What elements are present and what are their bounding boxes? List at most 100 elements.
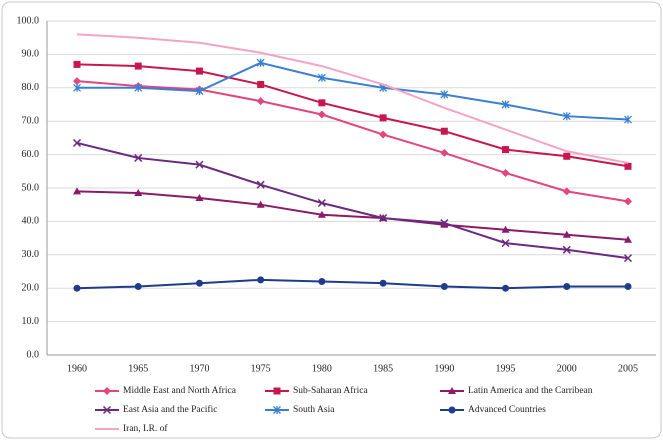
legend-marker: [273, 406, 281, 414]
y-tick-label: 10.0: [22, 316, 40, 327]
marker: [440, 90, 449, 99]
marker: [73, 83, 81, 92]
legend-label: Middle East and North Africa: [123, 385, 237, 396]
legend-item: East Asia and the Pacific: [95, 404, 217, 415]
marker: [562, 245, 571, 254]
marker: [501, 225, 510, 233]
marker: [195, 194, 204, 202]
marker: [563, 152, 571, 160]
marker: [256, 180, 265, 189]
marker: [317, 110, 326, 119]
marker: [562, 112, 571, 121]
y-tick-label: 70.0: [22, 115, 40, 126]
x-tick-label: 1990: [434, 363, 454, 374]
marker: [317, 73, 326, 82]
marker: [256, 97, 265, 106]
marker: [502, 284, 510, 292]
legend-label: Iran, I.R. of: [123, 423, 168, 434]
y-tick-label: 20.0: [22, 282, 40, 293]
marker: [379, 279, 387, 287]
marker: [624, 283, 632, 291]
marker: [134, 83, 143, 92]
y-tick-label: 30.0: [22, 249, 40, 260]
marker: [501, 239, 510, 248]
marker: [134, 189, 143, 197]
marker: [134, 62, 142, 70]
marker: [379, 214, 388, 223]
x-tick-label: 1985: [373, 363, 393, 374]
marker: [134, 153, 143, 162]
series-line: [76, 190, 629, 241]
y-tick-label: 50.0: [22, 182, 40, 193]
marker: [318, 99, 326, 107]
marker: [440, 283, 448, 291]
marker: [73, 187, 81, 195]
series-line: [76, 278, 628, 290]
y-tick-label: 90.0: [22, 49, 40, 60]
marker: [501, 100, 510, 109]
series-line: [76, 141, 629, 260]
marker: [502, 146, 510, 154]
x-tick-label: 1995: [496, 363, 516, 374]
marker: [440, 148, 449, 157]
x-tick-label: 1965: [128, 363, 148, 374]
y-tick-label: 100.0: [17, 15, 40, 26]
marker: [440, 127, 448, 135]
x-tick-label: 1960: [67, 363, 87, 374]
legend-marker: [448, 406, 456, 414]
legend-marker: [102, 405, 112, 415]
marker: [501, 168, 510, 177]
marker: [562, 187, 571, 196]
legend-item: Latin America and the Carribean: [440, 386, 593, 396]
marker: [257, 276, 265, 284]
marker: [73, 284, 81, 292]
series-line: [76, 33, 629, 164]
legend-label: East Asia and the Pacific: [123, 404, 217, 415]
marker: [563, 283, 571, 291]
marker: [73, 60, 81, 68]
marker: [624, 162, 632, 170]
series-line: [76, 80, 629, 203]
legend-item: Advanced Countries: [440, 405, 546, 415]
y-tick-label: 0.0: [27, 349, 40, 360]
series-line: [77, 61, 629, 121]
marker: [257, 80, 265, 88]
y-tick-label: 60.0: [22, 149, 40, 160]
x-tick-label: 1980: [312, 363, 332, 374]
legend-marker: [273, 387, 281, 395]
marker: [317, 198, 326, 208]
legend-item: Middle East and North Africa: [95, 385, 237, 396]
marker: [379, 130, 388, 139]
series-line: [76, 63, 629, 168]
marker: [624, 235, 632, 243]
marker: [317, 210, 326, 218]
marker: [195, 67, 203, 75]
x-tick-label: 1970: [189, 363, 209, 374]
legend-item: South Asia: [265, 405, 335, 415]
marker: [318, 278, 326, 286]
x-tick-label: 1975: [251, 363, 271, 374]
legend-marker: [103, 387, 111, 395]
legend-marker: [448, 387, 456, 394]
marker: [72, 138, 82, 147]
x-tick-label: 2005: [618, 363, 638, 374]
marker: [73, 77, 81, 86]
marker: [379, 114, 387, 122]
x-tick-label: 2000: [557, 363, 577, 374]
marker: [623, 254, 633, 263]
legend-item: Sub-Saharan Africa: [265, 385, 368, 396]
legend-item: Iran, I.R. of: [95, 423, 168, 434]
marker: [256, 58, 265, 67]
marker: [256, 200, 265, 208]
legend-label: Advanced Countries: [468, 405, 546, 415]
marker: [195, 160, 204, 169]
marker: [134, 283, 142, 291]
legend-label: Latin America and the Carribean: [468, 386, 593, 396]
marker: [440, 219, 449, 228]
y-tick-label: 80.0: [22, 82, 40, 93]
y-tick-label: 40.0: [22, 216, 40, 227]
marker: [624, 115, 632, 124]
legend-label: South Asia: [293, 405, 335, 415]
